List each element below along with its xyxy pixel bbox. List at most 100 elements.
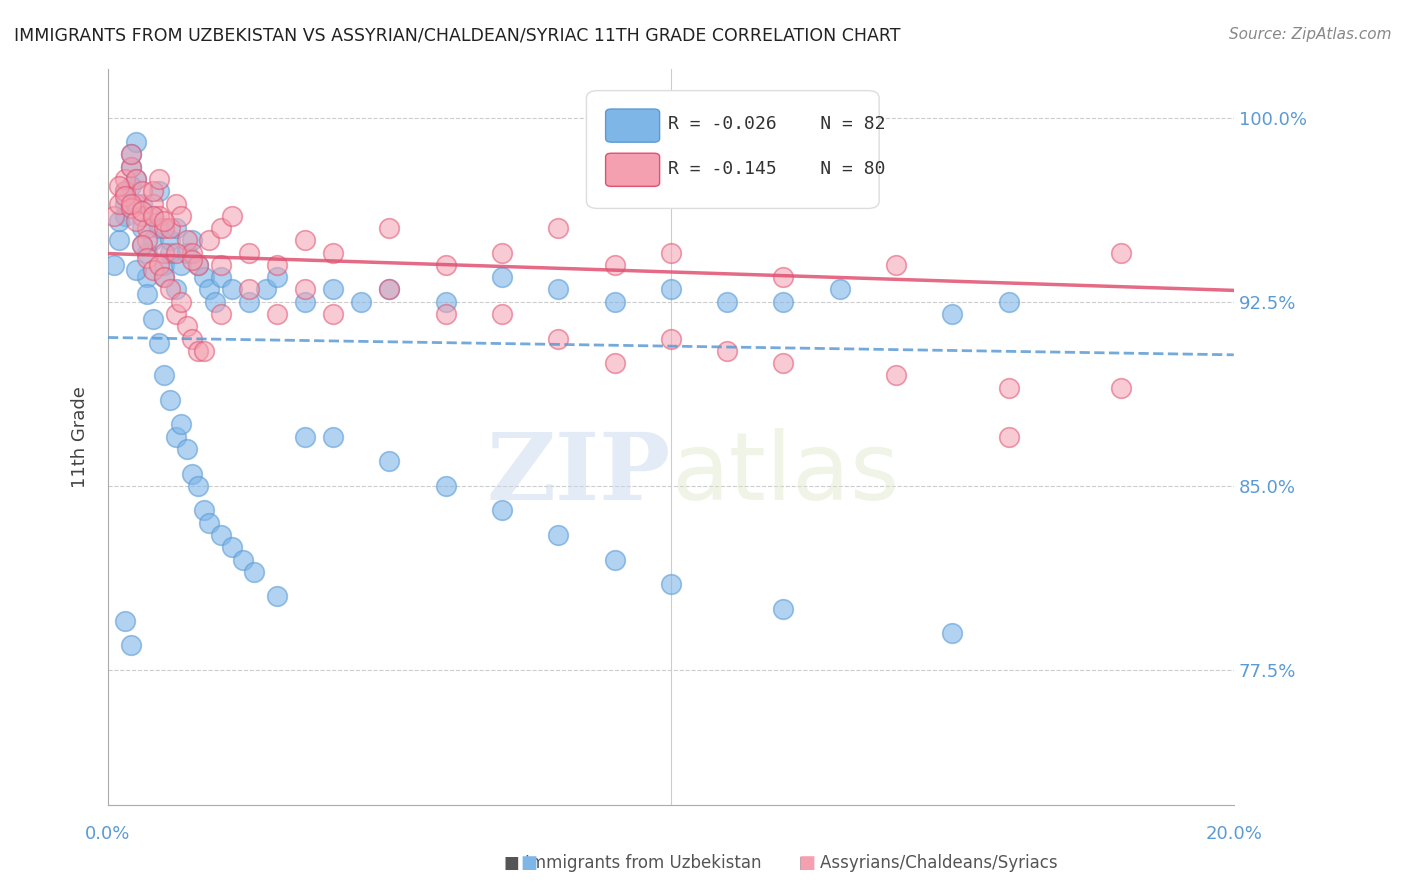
- Point: [159, 283, 181, 297]
- Point: [238, 294, 260, 309]
- Point: [142, 262, 165, 277]
- Point: [378, 283, 401, 297]
- Point: [254, 283, 277, 297]
- Point: [187, 479, 209, 493]
- Point: [114, 196, 136, 211]
- Point: [159, 245, 181, 260]
- Point: [547, 283, 569, 297]
- Point: [165, 221, 187, 235]
- Point: [491, 245, 513, 260]
- Point: [114, 614, 136, 628]
- Point: [120, 147, 142, 161]
- Point: [322, 430, 344, 444]
- Point: [198, 516, 221, 530]
- Point: [142, 233, 165, 247]
- Point: [238, 283, 260, 297]
- Point: [114, 172, 136, 186]
- Point: [136, 287, 159, 301]
- Point: [238, 245, 260, 260]
- Point: [434, 258, 457, 272]
- Text: 20.0%: 20.0%: [1205, 824, 1263, 843]
- Point: [603, 356, 626, 370]
- Point: [1109, 245, 1132, 260]
- Point: [114, 189, 136, 203]
- Point: [434, 307, 457, 321]
- Point: [997, 294, 1019, 309]
- Point: [114, 184, 136, 198]
- Point: [221, 540, 243, 554]
- Point: [198, 283, 221, 297]
- Point: [603, 294, 626, 309]
- Point: [603, 552, 626, 566]
- Point: [120, 639, 142, 653]
- Point: [266, 307, 288, 321]
- Point: [120, 160, 142, 174]
- Point: [772, 356, 794, 370]
- Point: [153, 221, 176, 235]
- Point: [243, 565, 266, 579]
- Text: R = -0.145    N = 80: R = -0.145 N = 80: [668, 160, 884, 178]
- Point: [997, 381, 1019, 395]
- Point: [136, 221, 159, 235]
- Point: [716, 294, 738, 309]
- Point: [193, 503, 215, 517]
- Point: [103, 209, 125, 223]
- Point: [103, 258, 125, 272]
- Point: [142, 196, 165, 211]
- Point: [322, 307, 344, 321]
- Point: [198, 233, 221, 247]
- Point: [165, 283, 187, 297]
- Point: [165, 430, 187, 444]
- Point: [266, 258, 288, 272]
- Point: [181, 332, 204, 346]
- Point: [153, 368, 176, 383]
- Text: R = -0.026    N = 82: R = -0.026 N = 82: [668, 115, 884, 134]
- Point: [108, 196, 131, 211]
- Point: [294, 233, 316, 247]
- Point: [491, 307, 513, 321]
- Point: [148, 172, 170, 186]
- Point: [294, 430, 316, 444]
- Point: [266, 590, 288, 604]
- Point: [170, 209, 193, 223]
- Point: [659, 245, 682, 260]
- Point: [108, 213, 131, 227]
- Point: [165, 245, 187, 260]
- Point: [176, 319, 198, 334]
- Point: [491, 503, 513, 517]
- Point: [153, 270, 176, 285]
- Point: [131, 238, 153, 252]
- Point: [491, 270, 513, 285]
- Point: [378, 454, 401, 468]
- Point: [209, 221, 232, 235]
- Point: [125, 213, 148, 227]
- Point: [772, 601, 794, 615]
- Text: 0.0%: 0.0%: [86, 824, 131, 843]
- Point: [209, 270, 232, 285]
- Point: [181, 467, 204, 481]
- Point: [547, 221, 569, 235]
- Point: [170, 417, 193, 432]
- Text: ■ Assyrians/Chaldeans/Syriacs: ■ Assyrians/Chaldeans/Syriacs: [799, 855, 1057, 872]
- Point: [131, 203, 153, 218]
- Point: [159, 221, 181, 235]
- Point: [884, 258, 907, 272]
- Point: [108, 179, 131, 194]
- Point: [114, 184, 136, 198]
- Point: [547, 332, 569, 346]
- Point: [181, 233, 204, 247]
- Point: [148, 258, 170, 272]
- Point: [941, 626, 963, 640]
- Point: [170, 294, 193, 309]
- Text: Source: ZipAtlas.com: Source: ZipAtlas.com: [1229, 27, 1392, 42]
- Point: [772, 270, 794, 285]
- Y-axis label: 11th Grade: 11th Grade: [72, 386, 89, 488]
- Point: [165, 196, 187, 211]
- Point: [941, 307, 963, 321]
- Point: [131, 196, 153, 211]
- Point: [125, 172, 148, 186]
- Point: [125, 196, 148, 211]
- Point: [136, 245, 159, 260]
- Point: [131, 184, 153, 198]
- Point: [120, 147, 142, 161]
